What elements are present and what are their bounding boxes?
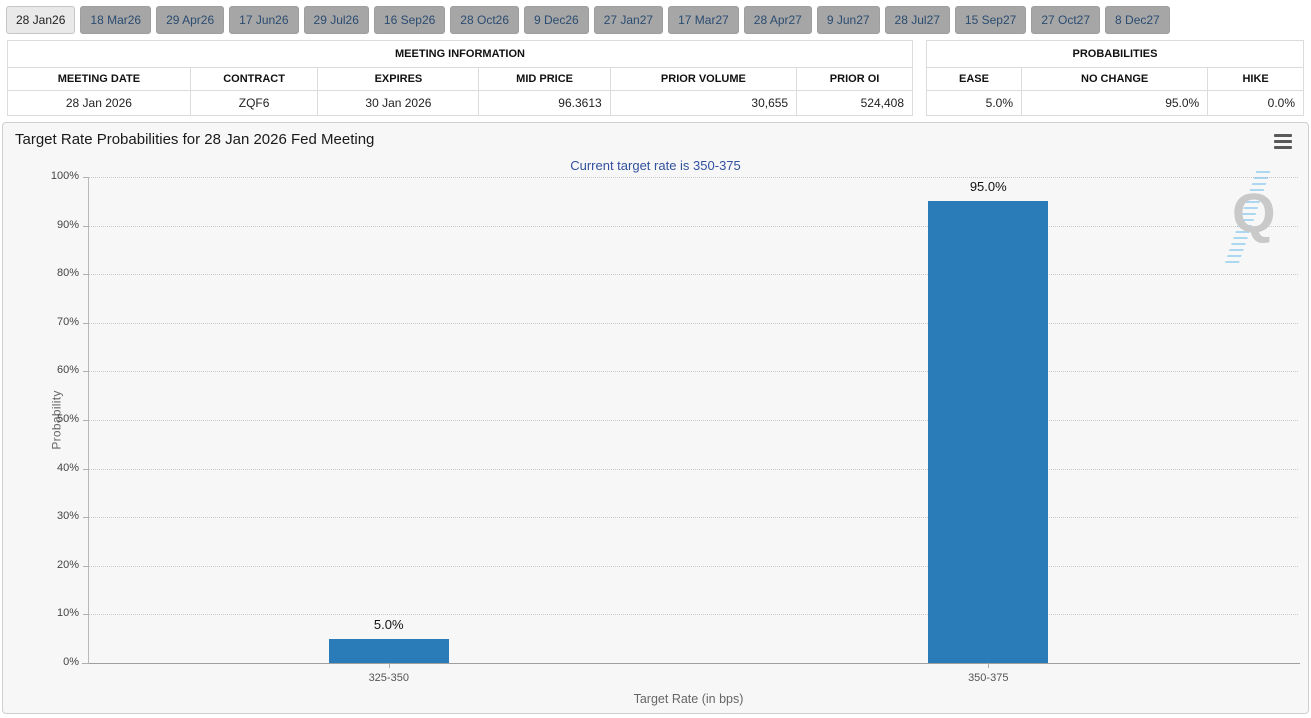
y-axis-tick (83, 663, 89, 664)
probabilities-title: PROBABILITIES (926, 40, 1304, 68)
tab-17-jun26[interactable]: 17 Jun26 (229, 6, 299, 34)
x-axis-tick (988, 663, 990, 668)
probabilities-data-row: 5.0% 95.0% 0.0% (926, 90, 1304, 116)
bar-350-375[interactable] (928, 201, 1049, 663)
y-axis-tick (83, 225, 89, 227)
cell: ZQF6 (189, 90, 319, 116)
x-axis-line (82, 663, 1300, 664)
column-header-no-change: NO CHANGE (1020, 67, 1209, 91)
gridline (89, 468, 1298, 470)
x-category-label: 350-375 (968, 672, 1009, 684)
x-axis-label: Target Rate (in bps) (633, 692, 744, 706)
tab-28-apr27[interactable]: 28 Apr27 (743, 6, 812, 34)
gridline (89, 614, 1298, 616)
tab-29-jul26[interactable]: 29 Jul26 (303, 6, 369, 34)
y-axis-tick (83, 517, 89, 519)
plot-area: Probability Target Rate (in bps) 0% 10% 20… (50, 170, 1300, 706)
chart-title: Target Rate Probabilities for 28 Jan 202… (15, 131, 375, 148)
bar-value-label: 95.0% (969, 179, 1007, 195)
tab-28-oct26[interactable]: 28 Oct26 (450, 6, 519, 34)
cell: 30,655 (609, 90, 798, 116)
meeting-info-data-row: 28 Jan 2026 ZQF6 30 Jan 2026 96.3613 30,655 5… (7, 90, 913, 116)
column-header-contract: CONTRACT (189, 67, 319, 91)
gridline (89, 565, 1298, 567)
y-tick-label: 90% (56, 218, 79, 231)
y-axis-tick (83, 565, 89, 567)
probabilities-header-row: EASE NO CHANGE HIKE (926, 67, 1304, 91)
gridline (89, 177, 1298, 178)
meeting-tabs: 28 Jan26 18 Mar26 29 Apr26 17 Jun26 29 Jul26… (0, 0, 1311, 39)
y-axis-tick (83, 614, 89, 616)
cell: 5.0% (926, 90, 1022, 116)
x-category-label: 325-350 (368, 672, 409, 684)
cell: 96.3613 (478, 90, 611, 116)
y-tick-label: 40% (56, 461, 79, 474)
meeting-info-title: MEETING INFORMATION (7, 40, 913, 68)
tab-17-mar27[interactable]: 17 Mar27 (668, 6, 739, 34)
gridline (89, 225, 1298, 227)
probabilities-table: PROBABILITIES EASE NO CHANGE HIKE 5.0% 95.0… (926, 40, 1304, 116)
chart-subtitle: Current target rate is 350-375 (570, 158, 741, 173)
gridline (89, 371, 1298, 373)
x-axis-tick (388, 663, 390, 668)
y-axis-tick (83, 371, 89, 373)
cell: 30 Jan 2026 (317, 90, 480, 116)
column-header-expires: EXPIRES (317, 67, 480, 91)
column-header-prior-oi: PRIOR OI (796, 67, 913, 91)
meeting-info-table: MEETING INFORMATION MEETING DATE CONTRACT… (7, 40, 913, 116)
column-header-hike: HIKE (1207, 67, 1304, 91)
y-axis-tick (83, 468, 89, 470)
y-tick-label: 60% (56, 364, 79, 377)
y-axis-tick (83, 322, 89, 324)
gridline (89, 274, 1298, 276)
column-header-prior-volume: PRIOR VOLUME (609, 67, 798, 91)
tab-18-mar26[interactable]: 18 Mar26 (80, 6, 152, 34)
y-tick-label: 0% (63, 656, 79, 668)
tab-27-oct27[interactable]: 27 Oct27 (1031, 6, 1101, 34)
y-tick-label: 30% (56, 510, 79, 523)
tab-28-jul27[interactable]: 28 Jul27 (884, 6, 950, 34)
gridline (89, 322, 1298, 324)
y-axis-tick (83, 177, 89, 178)
cell: 28 Jan 2026 (7, 90, 191, 116)
tab-9-jun27[interactable]: 9 Jun27 (816, 6, 880, 34)
bar-325-350[interactable] (328, 638, 449, 663)
y-tick-label: 50% (56, 413, 79, 425)
y-tick-label: 100% (50, 170, 79, 182)
y-tick-label: 10% (56, 607, 79, 620)
y-axis-tick (83, 274, 89, 276)
y-axis-tick (83, 420, 89, 421)
hamburger-menu-icon[interactable] (1274, 131, 1292, 155)
column-header-mid-price: MID PRICE (478, 67, 611, 91)
bar-value-label: 5.0% (373, 616, 404, 632)
column-header-ease: EASE (926, 67, 1022, 91)
cell: 0.0% (1207, 90, 1304, 116)
tab-28-jan26[interactable]: 28 Jan26 (6, 6, 76, 34)
y-tick-label: 20% (56, 558, 79, 571)
gridline (89, 517, 1298, 519)
column-header-meeting-date: MEETING DATE (7, 67, 191, 91)
tab-9-dec26[interactable]: 9 Dec26 (524, 6, 589, 34)
tab-15-sep27[interactable]: 15 Sep27 (954, 6, 1027, 34)
y-tick-label: 70% (56, 315, 79, 328)
info-tables: MEETING INFORMATION MEETING DATE CONTRACT… (0, 39, 1311, 116)
gridline (89, 420, 1298, 421)
meeting-info-header-row: MEETING DATE CONTRACT EXPIRES MID PRICE PRIO… (7, 67, 913, 91)
chart-panel: Target Rate Probabilities for 28 Jan 202… (2, 122, 1309, 714)
y-tick-label: 80% (56, 267, 79, 280)
cell: 95.0% (1020, 90, 1209, 116)
tab-8-dec27[interactable]: 8 Dec27 (1105, 6, 1170, 34)
tab-29-apr26[interactable]: 29 Apr26 (156, 6, 225, 34)
tab-16-sep26[interactable]: 16 Sep26 (373, 6, 446, 34)
cell: 524,408 (796, 90, 913, 116)
tab-27-jan27[interactable]: 27 Jan27 (593, 6, 664, 34)
